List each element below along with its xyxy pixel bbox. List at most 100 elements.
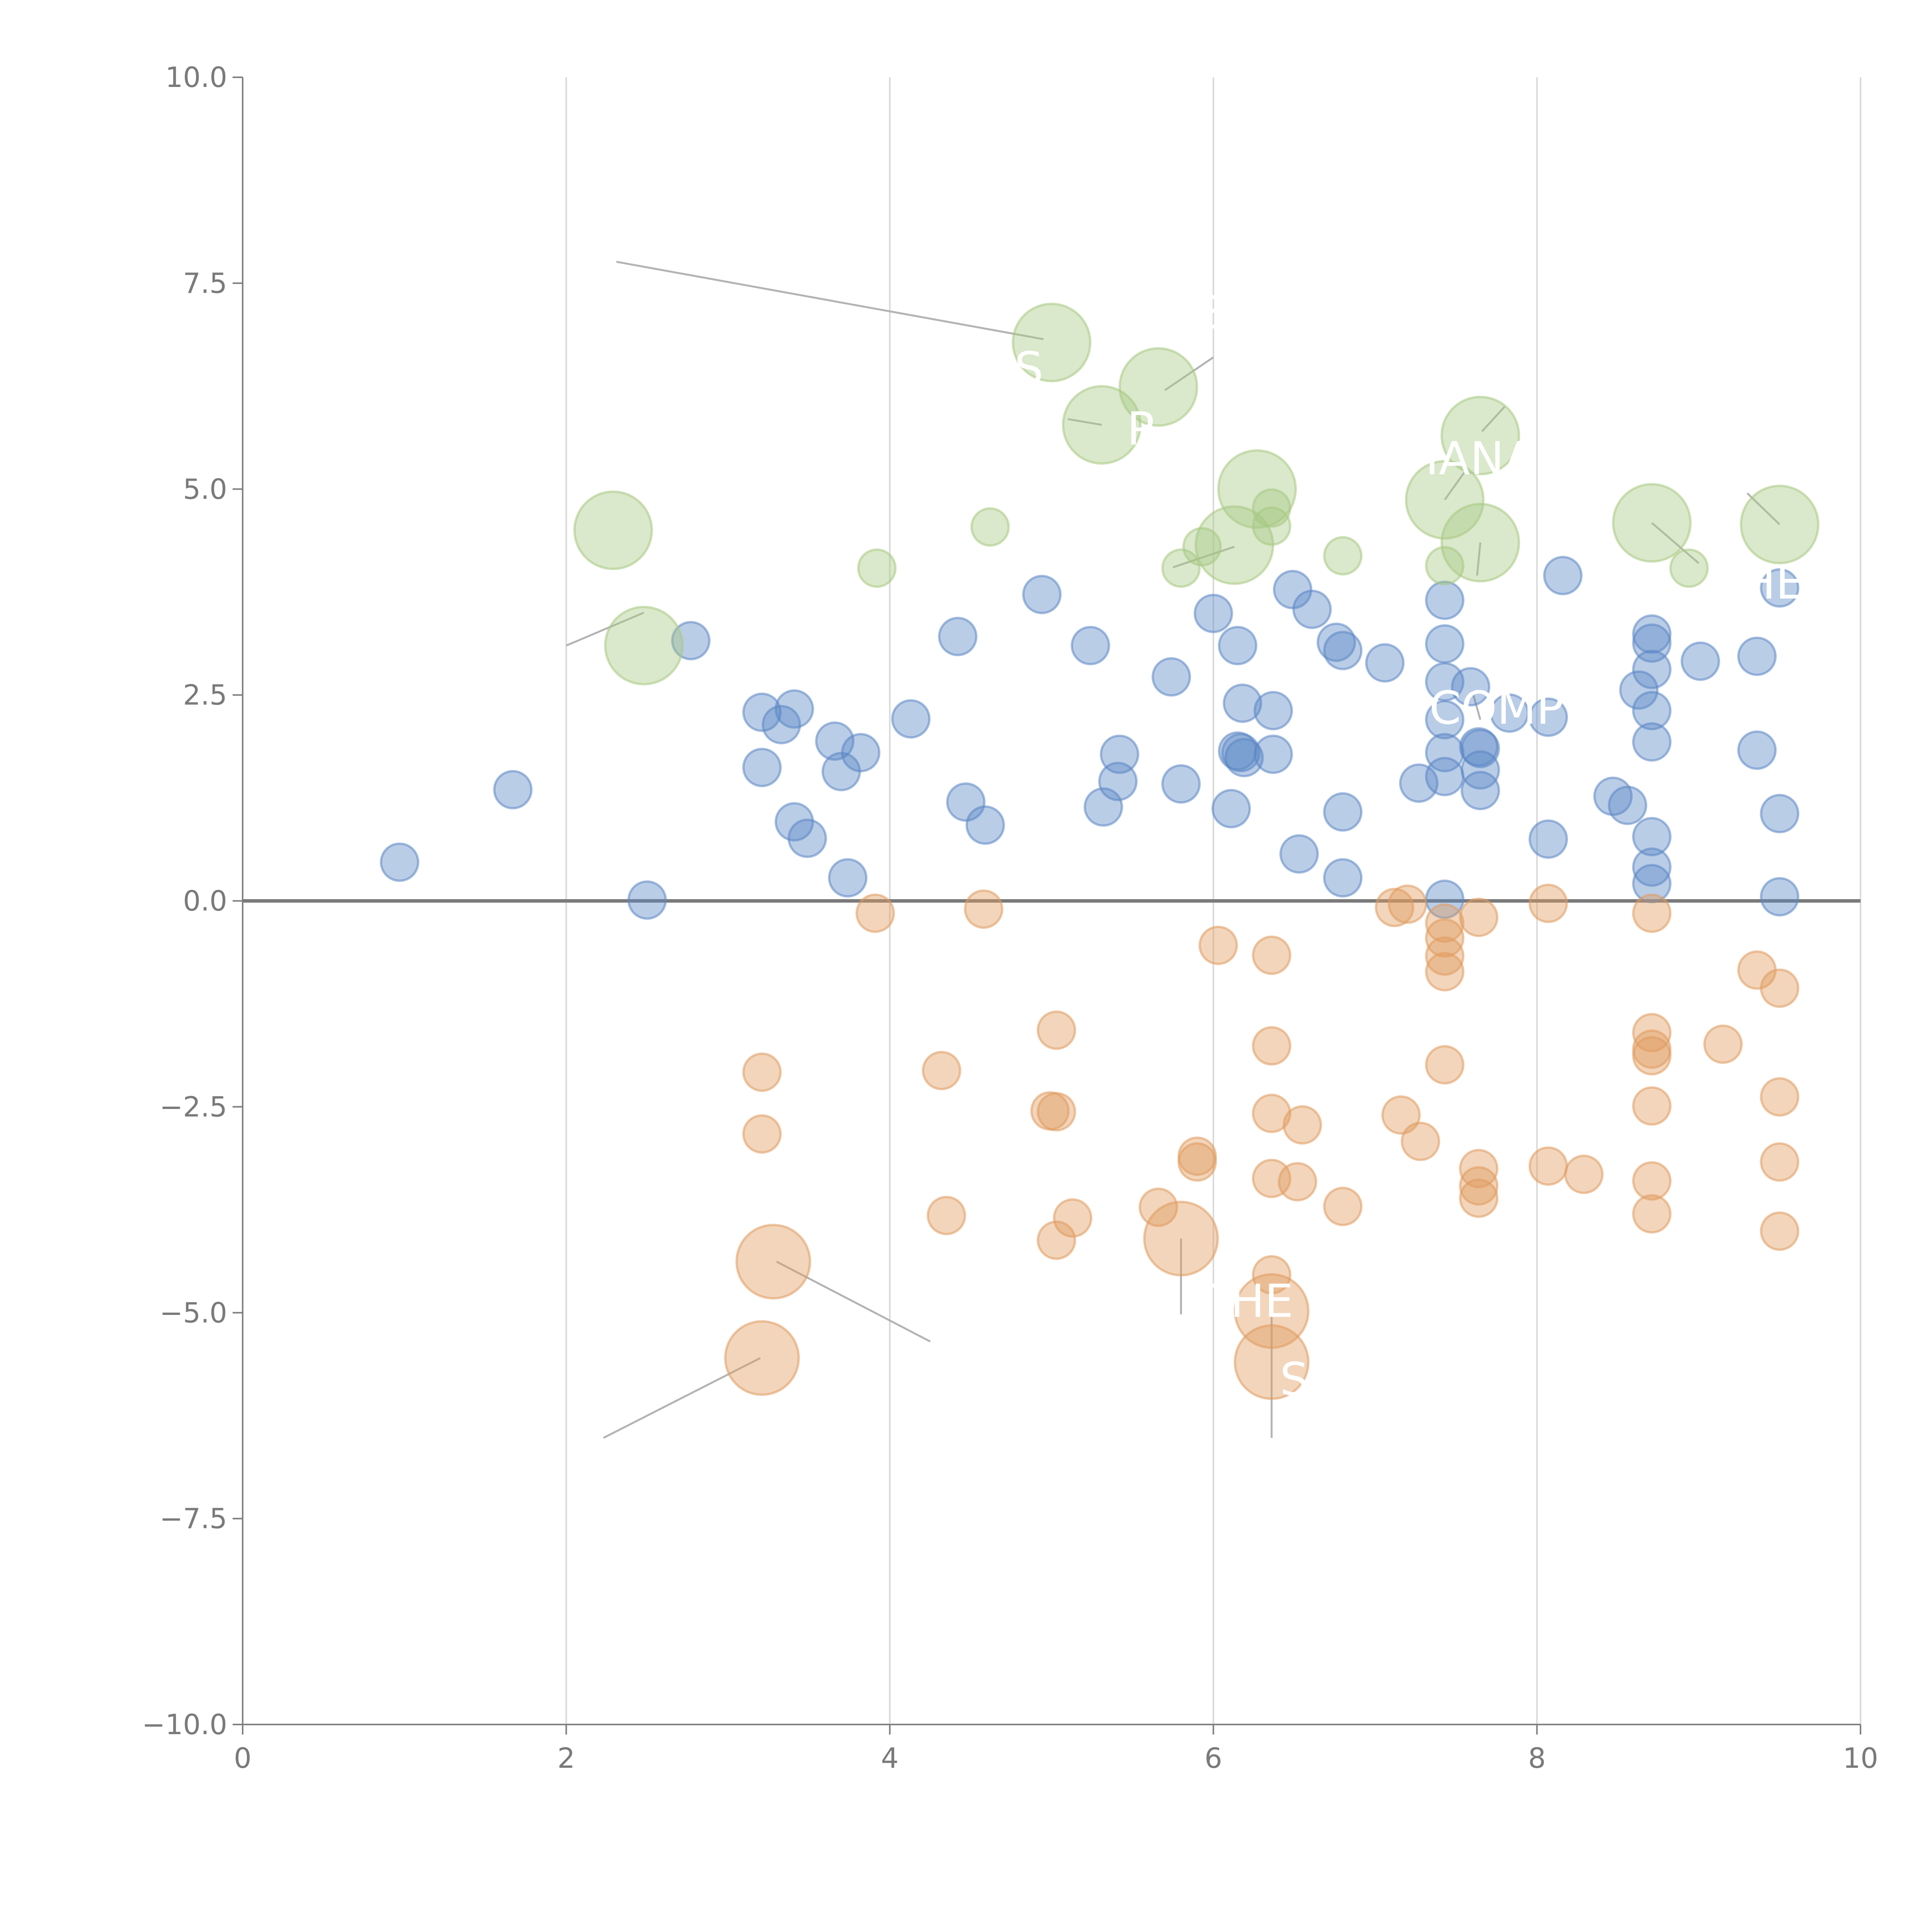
negative-point: [1252, 935, 1291, 975]
positive-point: [1022, 575, 1062, 614]
point-label: P: [1127, 402, 1154, 456]
point-label: S: [1280, 1352, 1309, 1406]
positive-point: [1218, 626, 1258, 665]
negative-point: [1177, 1142, 1217, 1182]
annotation-leader-line: [1481, 406, 1505, 432]
labeled-positive-point: [970, 507, 1010, 547]
point-label: E: [1199, 286, 1228, 339]
positive-point: [1680, 641, 1720, 681]
negative-point: [1138, 1187, 1178, 1227]
negative-point: [1037, 1220, 1077, 1260]
negative-point: [1425, 936, 1464, 976]
positive-point: [1425, 624, 1464, 664]
labeled-positive-point: [1012, 303, 1092, 383]
labeled-positive-point: [573, 490, 653, 570]
positive-point: [1632, 691, 1672, 731]
positive-point: [1528, 697, 1568, 737]
negative-point: [1760, 968, 1799, 1008]
negative-point: [1459, 898, 1498, 937]
positive-point: [1760, 877, 1799, 917]
x-tick-label: 8: [1528, 1742, 1546, 1774]
positive-point: [1224, 738, 1264, 777]
point-label: COMP: [1429, 681, 1564, 735]
negative-point: [1632, 1036, 1672, 1076]
y-tick-label: −5.0: [160, 1296, 227, 1329]
negative-point: [1632, 1194, 1672, 1234]
positive-point: [1632, 650, 1672, 689]
y-tick-label: 10.0: [165, 61, 227, 94]
negative-point: [1037, 1092, 1077, 1132]
positive-point: [1070, 626, 1110, 665]
negative-point: [1632, 893, 1672, 933]
positive-point: [1461, 729, 1500, 769]
negative-point: [1198, 925, 1238, 965]
labeled-positive-point: [1062, 385, 1142, 465]
negative-point: [1323, 1187, 1363, 1226]
labeled-positive-point: [1425, 546, 1464, 585]
positive-point: [1323, 858, 1363, 898]
annotation-leader-line: [616, 260, 1044, 340]
negative-point: [1425, 903, 1464, 943]
positive-point: [762, 705, 801, 745]
positive-point: [841, 733, 881, 772]
negative-point: [1277, 1162, 1317, 1202]
positive-point: [493, 770, 533, 810]
negative-point: [742, 1114, 782, 1154]
negative-point: [742, 1052, 782, 1092]
labeled-positive-point: [1440, 396, 1520, 476]
negative-point: [964, 889, 1003, 929]
positive-point: [1543, 556, 1583, 595]
negative-point: [1703, 1024, 1743, 1064]
x-tick-label: 2: [557, 1742, 575, 1774]
positive-point: [1632, 864, 1672, 903]
negative-point: [1528, 1146, 1568, 1186]
positive-point: [1218, 731, 1258, 771]
positive-point: [938, 617, 978, 656]
negative-point: [1760, 1211, 1799, 1251]
y-tick-label: −2.5: [160, 1090, 227, 1123]
positive-point: [1632, 847, 1672, 887]
positive-point: [1083, 787, 1123, 827]
annotation-leader-line: [1476, 543, 1481, 576]
labeled-positive-point: [857, 548, 897, 588]
annotation-leader-line: [1172, 546, 1235, 568]
positive-point: [1253, 735, 1293, 774]
positive-point: [1451, 667, 1490, 707]
negative-point: [1252, 1094, 1291, 1133]
negative-point: [1425, 1045, 1464, 1085]
labeled-negative-point: [724, 1320, 800, 1396]
positive-point: [1161, 764, 1201, 804]
positive-point: [774, 802, 814, 842]
x-tick-label: 10: [1843, 1742, 1878, 1774]
positive-point: [1490, 693, 1529, 733]
negative-point: [1459, 1178, 1498, 1218]
labeled-positive-point: [1252, 506, 1291, 546]
negative-point: [1425, 952, 1464, 992]
positive-point: [787, 818, 827, 858]
positive-point: [1365, 643, 1405, 683]
negative-point: [1053, 1198, 1092, 1238]
x-tick-label: 0: [234, 1742, 252, 1774]
negative-point: [1528, 883, 1568, 923]
point-labels: S E P IANA T COMP HEI THE I S: [1014, 286, 1818, 1406]
positive-point: [627, 880, 667, 920]
y-tick-label: 0.0: [183, 885, 227, 917]
negative-point: [1252, 1026, 1291, 1066]
negative-point: [1401, 1121, 1440, 1161]
labeled-negative-point: [1233, 1324, 1310, 1400]
labeled-negative-point: [735, 1224, 811, 1300]
y-tick-label: −10.0: [142, 1708, 227, 1741]
negative-point: [1381, 1095, 1421, 1135]
positive-point: [1151, 657, 1191, 697]
positive-point: [1632, 614, 1672, 654]
point-label: T: [1053, 562, 1082, 615]
point-label: THE I: [1202, 1274, 1321, 1328]
positive-point: [1528, 819, 1568, 859]
positive-point: [1760, 794, 1799, 833]
axes: 0 2 4 6 8 10 10.0 7.5 5.0 2.5 0.0 −2.5 −5.0 −7.5 −10.0: [142, 61, 1878, 1774]
positive-point: [1100, 735, 1139, 774]
y-tick-label: 7.5: [183, 267, 227, 299]
positive-point: [1279, 834, 1319, 874]
negative-point: [1564, 1155, 1604, 1194]
